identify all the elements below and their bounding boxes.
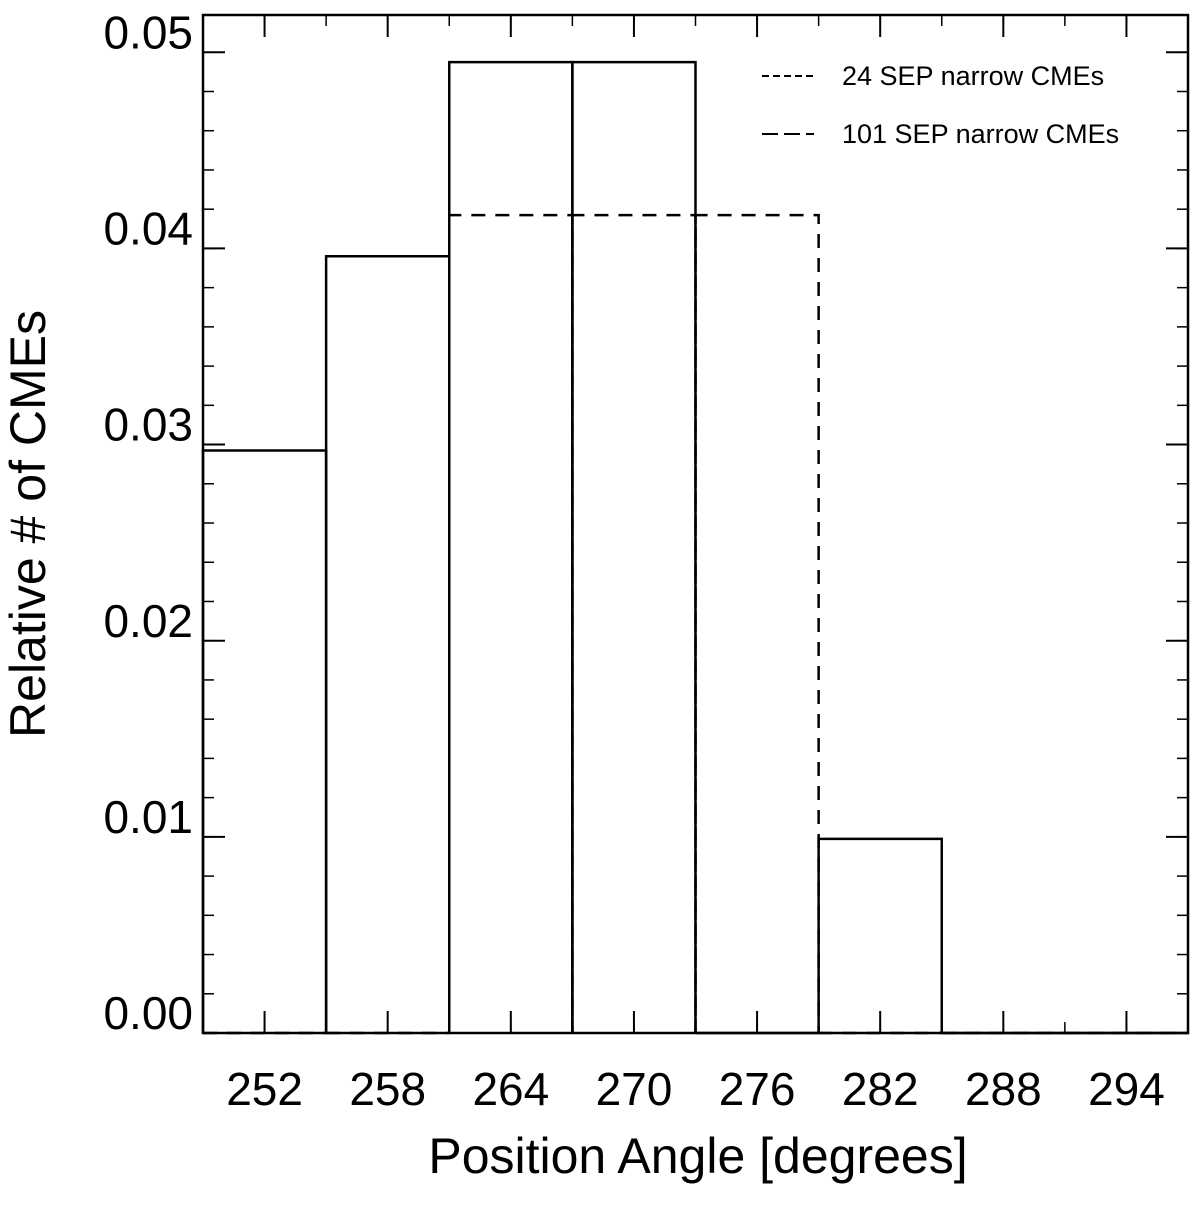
y-tick-label: 0.04	[103, 203, 193, 255]
histogram-bar	[694, 213, 820, 1033]
x-tick-label: 294	[1088, 1063, 1165, 1115]
x-tick-label: 282	[842, 1063, 919, 1115]
histogram-bar	[448, 60, 574, 1033]
x-tick-label: 264	[472, 1063, 549, 1115]
y-axis-label: Relative # of CMEs	[0, 310, 56, 738]
x-tick-label: 252	[226, 1063, 303, 1115]
histogram-bar	[571, 60, 697, 1033]
histogram-bar	[571, 213, 697, 1033]
histogram-bar	[201, 449, 328, 1033]
y-tick-label: 0.03	[103, 399, 193, 451]
x-axis-label: Position Angle [degrees]	[428, 1128, 967, 1184]
y-tick-label: 0.01	[103, 791, 193, 843]
legend-label: 24 SEP narrow CMEs	[842, 61, 1104, 91]
x-tick-label: 288	[965, 1063, 1042, 1115]
y-tick-label: 0.05	[103, 6, 193, 58]
y-tick-label: 0.02	[103, 595, 193, 647]
y-tick-label: 0.00	[103, 987, 193, 1039]
legend-label: 101 SEP narrow CMEs	[842, 119, 1119, 149]
x-tick-label: 270	[596, 1063, 673, 1115]
x-tick-label: 258	[349, 1063, 426, 1115]
histogram-bar	[817, 837, 943, 1033]
x-tick-label: 276	[719, 1063, 796, 1115]
histogram-bar	[448, 213, 574, 1033]
histogram-bar	[324, 255, 451, 1033]
